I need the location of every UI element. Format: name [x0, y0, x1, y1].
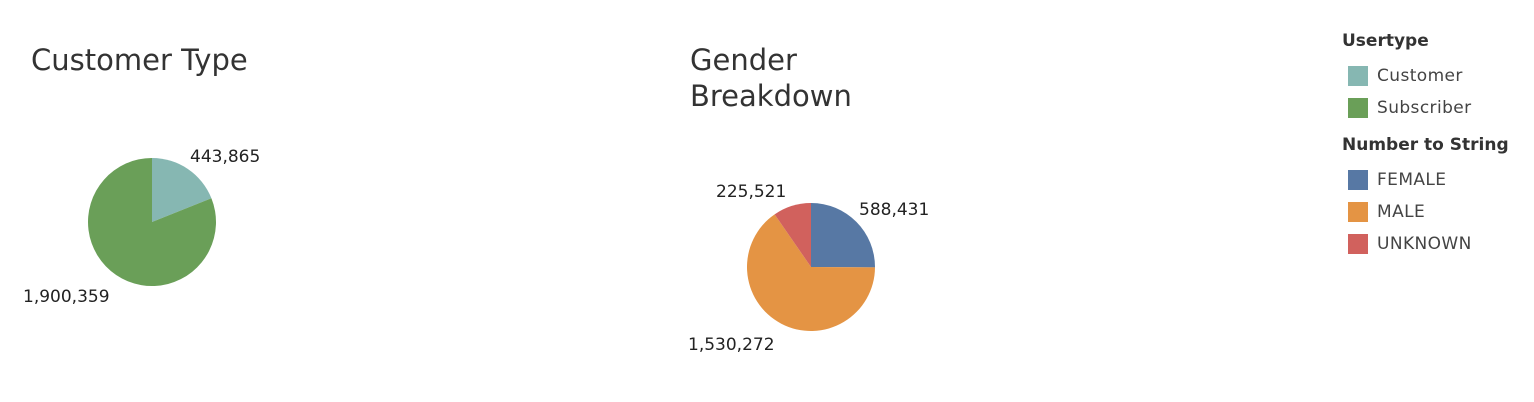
- slice-label-male: 1,530,272: [688, 335, 775, 355]
- legend-swatch: [1348, 170, 1368, 190]
- legend-title: Number to String: [1342, 135, 1509, 155]
- pie-slice-male[interactable]: [746, 214, 875, 331]
- slice-label-customer: 443,865: [190, 147, 260, 167]
- legend-label: MALE: [1377, 202, 1426, 222]
- pie-slice-subscriber[interactable]: [87, 158, 217, 287]
- legend-label: FEMALE: [1377, 170, 1447, 190]
- pie-slice-unknown[interactable]: [774, 203, 811, 267]
- legend-item-customer[interactable]: Customer: [1342, 60, 1522, 92]
- legend-label: UNKNOWN: [1377, 234, 1472, 254]
- legend-swatch: [1348, 98, 1368, 118]
- pie-slice-customer[interactable]: [152, 158, 212, 222]
- chart-title-gender-breakdown: Gender Breakdown: [690, 43, 852, 113]
- legend-group-number-to-string: Number to String FEMALE MALE UNKNOWN: [1342, 134, 1522, 260]
- legend-swatch: [1348, 234, 1368, 254]
- legend-item-male[interactable]: MALE: [1342, 196, 1522, 228]
- slice-label-female: 588,431: [859, 200, 929, 220]
- legend-swatch: [1348, 202, 1368, 222]
- legend-item-unknown[interactable]: UNKNOWN: [1342, 228, 1522, 260]
- legend-swatch: [1348, 66, 1368, 86]
- slice-label-subscriber: 1,900,359: [23, 287, 110, 307]
- slice-label-unknown: 225,521: [716, 182, 786, 202]
- legend-item-subscriber[interactable]: Subscriber: [1342, 92, 1522, 124]
- legend-label: Customer: [1377, 66, 1463, 86]
- legend-group-usertype: Usertype Customer Subscriber: [1342, 30, 1522, 124]
- legend: Usertype Customer Subscriber Number to S…: [1342, 30, 1522, 270]
- legend-item-female[interactable]: FEMALE: [1342, 164, 1522, 196]
- legend-title: Usertype: [1342, 31, 1429, 51]
- pie-slice-female[interactable]: [811, 203, 875, 268]
- chart-title-customer-type: Customer Type: [31, 43, 248, 77]
- legend-label: Subscriber: [1377, 98, 1472, 118]
